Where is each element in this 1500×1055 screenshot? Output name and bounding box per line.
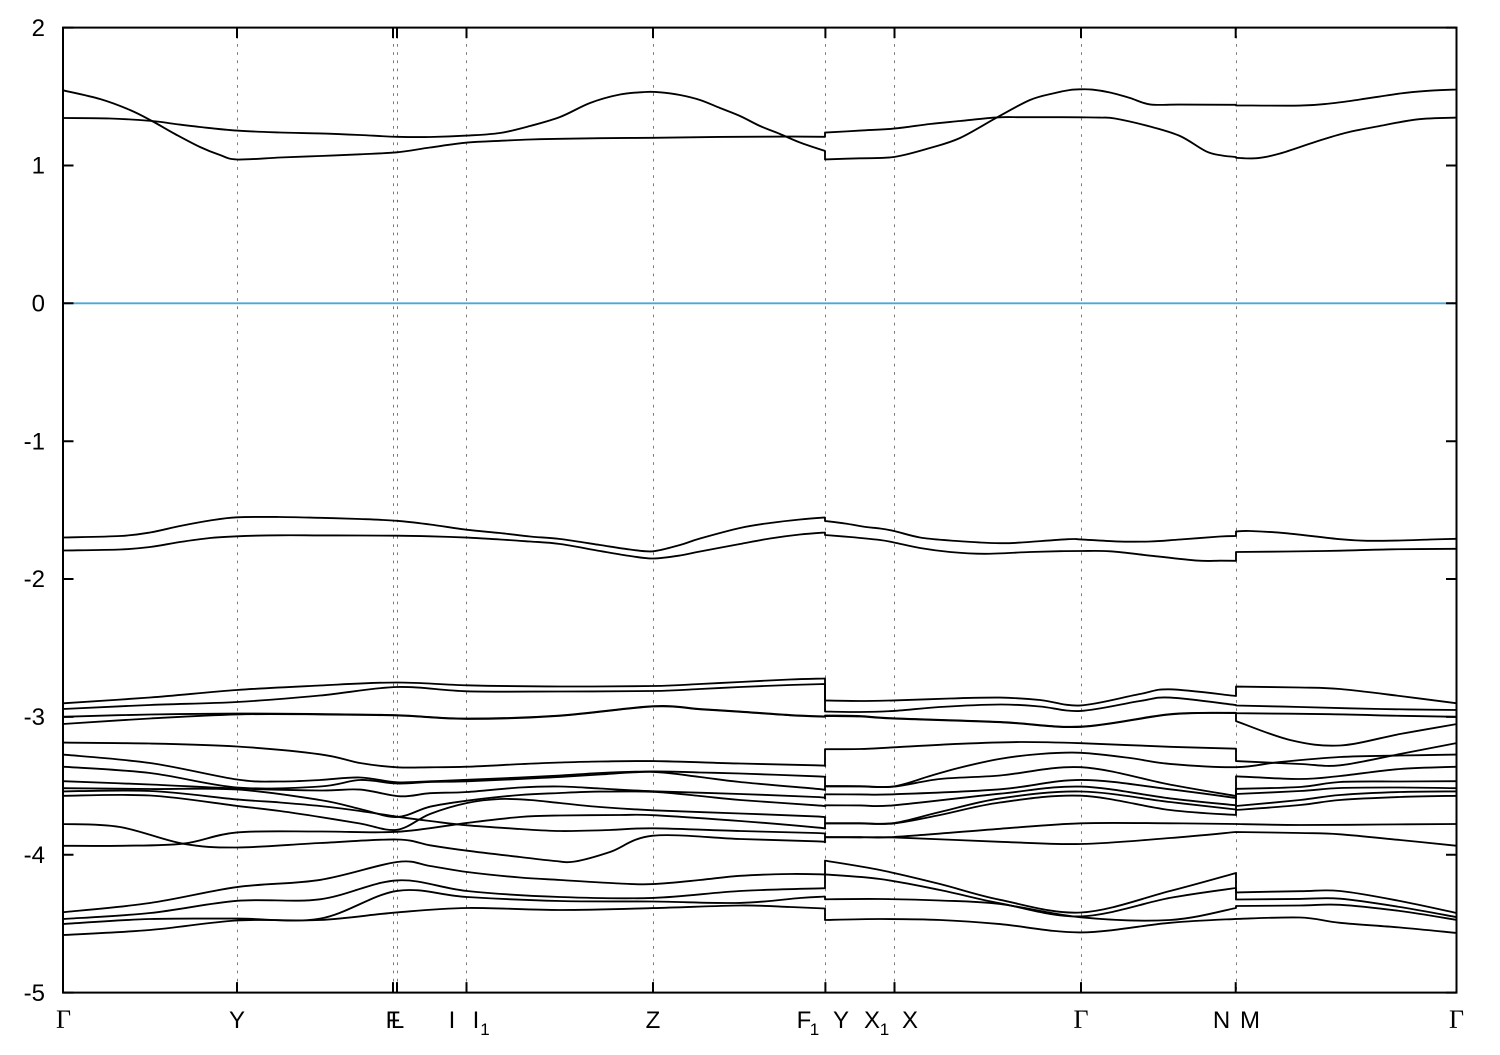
svg-text:-5: -5 bbox=[24, 980, 45, 1007]
svg-text:Γ: Γ bbox=[1073, 1005, 1088, 1034]
svg-text:-3: -3 bbox=[24, 704, 45, 731]
svg-text:X: X bbox=[864, 1007, 880, 1034]
svg-text:M: M bbox=[1240, 1007, 1260, 1034]
svg-text:1: 1 bbox=[32, 153, 45, 180]
svg-text:Y: Y bbox=[833, 1007, 849, 1034]
svg-text:-4: -4 bbox=[24, 842, 45, 869]
svg-text:-1: -1 bbox=[24, 428, 45, 455]
svg-text:2: 2 bbox=[32, 15, 45, 42]
svg-text:1: 1 bbox=[480, 1020, 489, 1039]
svg-text:-2: -2 bbox=[24, 566, 45, 593]
svg-text:F: F bbox=[797, 1007, 812, 1034]
svg-text:N: N bbox=[1213, 1007, 1230, 1034]
svg-text:L: L bbox=[391, 1007, 404, 1034]
svg-text:Y: Y bbox=[229, 1007, 245, 1034]
svg-text:1: 1 bbox=[810, 1020, 819, 1039]
svg-text:1: 1 bbox=[880, 1020, 889, 1039]
svg-text:I: I bbox=[449, 1007, 456, 1034]
svg-text:X: X bbox=[902, 1007, 918, 1034]
svg-text:Z: Z bbox=[646, 1007, 661, 1034]
svg-text:0: 0 bbox=[32, 291, 45, 318]
svg-text:Γ: Γ bbox=[56, 1005, 71, 1034]
svg-text:F: F bbox=[386, 1007, 401, 1034]
svg-text:I: I bbox=[473, 1007, 480, 1034]
svg-text:Γ: Γ bbox=[1449, 1005, 1464, 1034]
